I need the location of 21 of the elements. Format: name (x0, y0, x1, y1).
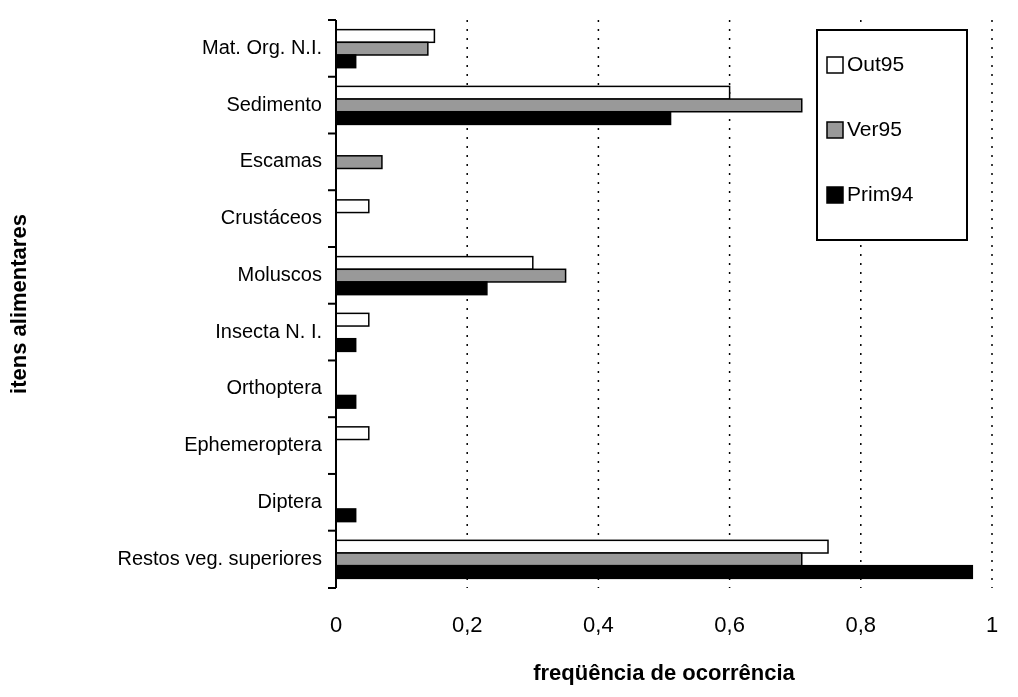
x-tick-label: 0,8 (845, 612, 877, 637)
legend-label: Ver95 (847, 116, 902, 140)
y-tick-label: Restos veg. superiores (117, 546, 322, 569)
y-tick-label: Ephemeroptera (184, 433, 323, 456)
y-tick-label: Sedimento (226, 92, 322, 115)
legend-label: Prim94 (847, 181, 914, 205)
y-tick-label: Escamas (239, 149, 322, 172)
x-tick-label: 0,4 (583, 612, 614, 637)
x-tick-label: 0,2 (451, 612, 483, 637)
x-axis-title: freqüência de ocorrência (533, 660, 796, 685)
y-tick-label: Orthoptera (226, 376, 323, 399)
y-axis-title: itens alimentares (6, 214, 31, 394)
y-tick-label: Mat. Org. N.I. (201, 35, 322, 58)
y-tick-label: Diptera (257, 489, 323, 512)
legend-label: Out95 (847, 51, 905, 75)
y-tick-label: Insecta N. I. (215, 319, 322, 342)
x-tick-label: 1 (985, 612, 999, 637)
y-tick-label: Moluscos (237, 262, 322, 285)
y-tick-label: Crustáceos (220, 206, 322, 229)
x-tick-label: 0,6 (714, 612, 745, 637)
x-tick-label: 0 (329, 612, 343, 637)
